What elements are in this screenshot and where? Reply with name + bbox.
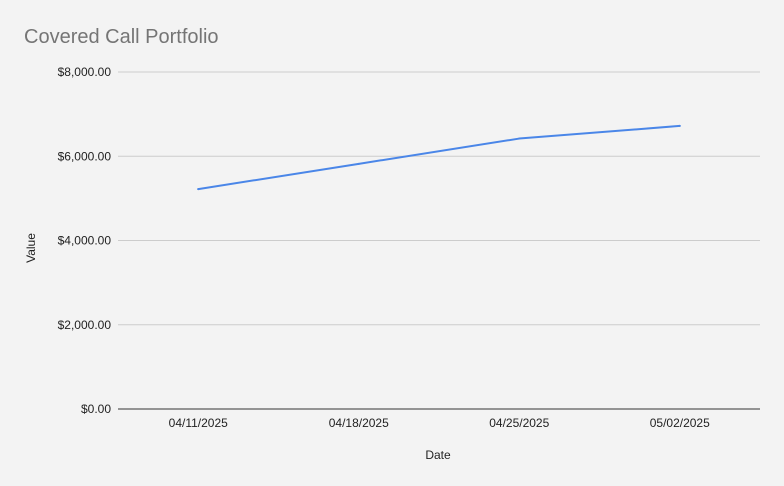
x-tick-label: 04/25/2025 bbox=[489, 416, 549, 430]
x-tick-label: 04/11/2025 bbox=[169, 416, 228, 430]
y-axis-ticks: $0.00 $2,000.00 $4,000.00 $6,000.00 $8,000.0… bbox=[58, 65, 112, 416]
x-axis-label: Date bbox=[425, 448, 451, 462]
y-tick-label: $4,000.00 bbox=[58, 234, 112, 248]
gridlines bbox=[118, 71, 760, 410]
data-point bbox=[357, 162, 360, 165]
y-tick-label: $0.00 bbox=[81, 402, 111, 416]
data-point bbox=[678, 124, 681, 127]
x-tick-label: 05/02/2025 bbox=[650, 416, 710, 430]
series-line bbox=[197, 124, 681, 191]
y-tick-label: $6,000.00 bbox=[58, 149, 112, 163]
data-point bbox=[197, 188, 200, 191]
y-tick-label: $2,000.00 bbox=[58, 318, 112, 332]
y-axis-label: Value bbox=[24, 233, 38, 263]
data-point bbox=[518, 137, 521, 140]
x-tick-label: 04/18/2025 bbox=[329, 416, 389, 430]
y-tick-label: $8,000.00 bbox=[58, 65, 112, 79]
x-axis-ticks: 04/11/2025 04/18/2025 04/25/2025 05/02/2025 bbox=[169, 416, 710, 430]
chart-title: Covered Call Portfolio bbox=[24, 26, 219, 48]
series-layer bbox=[197, 124, 681, 191]
